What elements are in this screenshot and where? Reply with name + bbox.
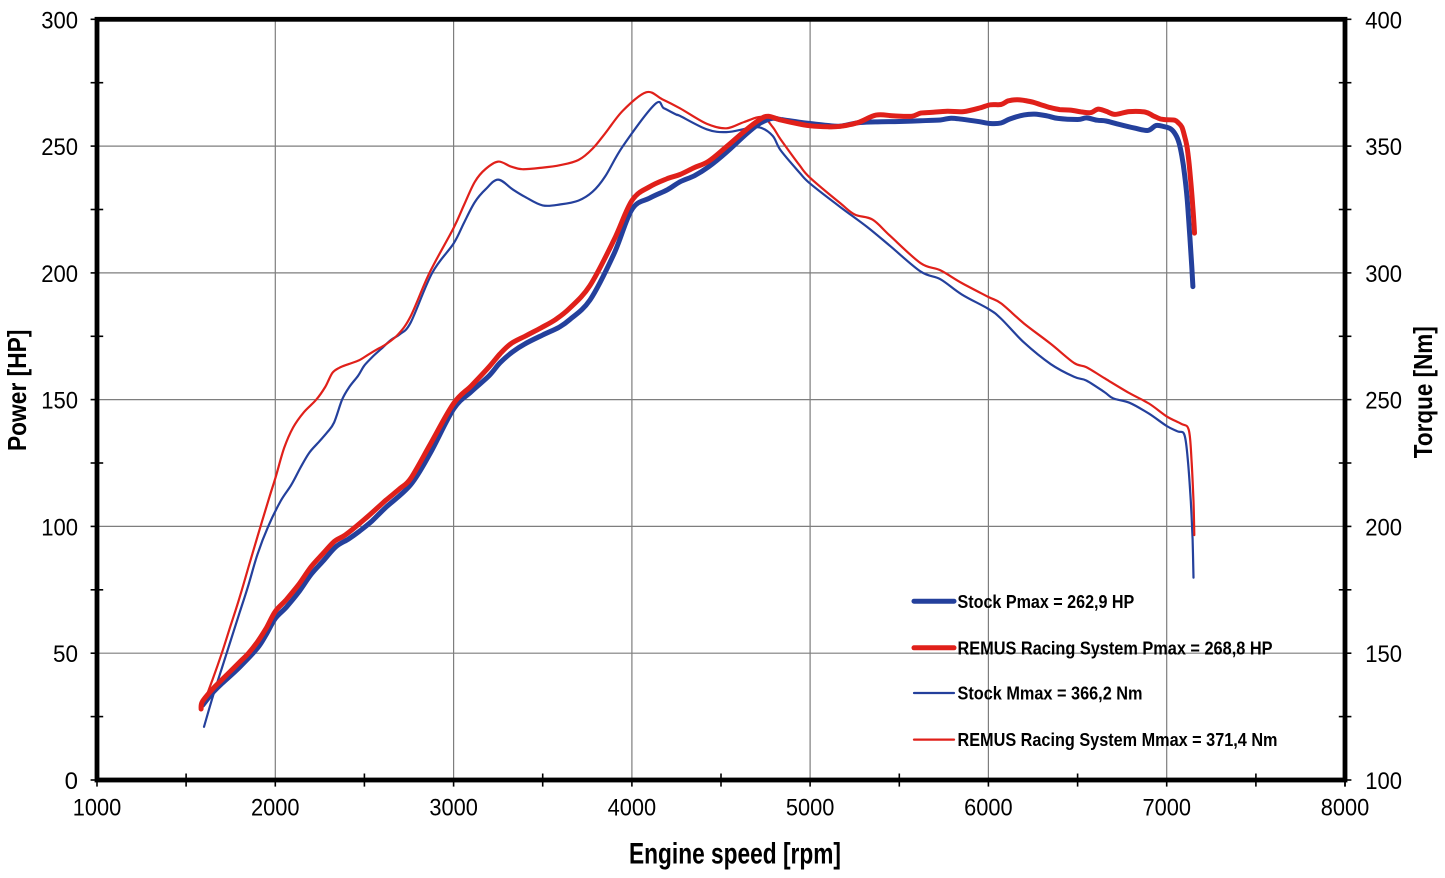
svg-text:50: 50 <box>53 641 78 668</box>
svg-text:150: 150 <box>1365 641 1402 668</box>
svg-text:250: 250 <box>41 134 78 161</box>
svg-text:400: 400 <box>1365 7 1402 34</box>
svg-text:7000: 7000 <box>1142 794 1191 821</box>
svg-text:Torque [Nm]: Torque [Nm] <box>1408 326 1438 458</box>
svg-text:Stock Mmax = 366,2 Nm: Stock Mmax = 366,2 Nm <box>958 683 1143 704</box>
svg-text:6000: 6000 <box>964 794 1013 821</box>
svg-text:4000: 4000 <box>608 794 657 821</box>
svg-text:2000: 2000 <box>251 794 300 821</box>
svg-text:5000: 5000 <box>786 794 835 821</box>
svg-text:200: 200 <box>41 261 78 288</box>
svg-text:350: 350 <box>1365 134 1402 161</box>
svg-text:REMUS Racing System Pmax = 268: REMUS Racing System Pmax = 268,8 HP <box>958 637 1273 658</box>
svg-text:Engine speed [rpm]: Engine speed [rpm] <box>629 838 841 871</box>
svg-text:250: 250 <box>1365 388 1402 415</box>
svg-text:0: 0 <box>65 768 78 795</box>
svg-text:8000: 8000 <box>1321 794 1370 821</box>
svg-text:100: 100 <box>41 514 78 541</box>
svg-text:3000: 3000 <box>429 794 478 821</box>
svg-text:REMUS Racing System Mmax = 371: REMUS Racing System Mmax = 371,4 Nm <box>958 729 1278 750</box>
svg-text:300: 300 <box>1365 261 1402 288</box>
svg-text:300: 300 <box>41 7 78 34</box>
svg-text:150: 150 <box>41 388 78 415</box>
svg-text:Power [HP]: Power [HP] <box>2 330 32 452</box>
svg-text:200: 200 <box>1365 514 1402 541</box>
svg-text:100: 100 <box>1365 768 1402 795</box>
svg-text:Stock Pmax = 262,9 HP: Stock Pmax = 262,9 HP <box>958 591 1135 612</box>
svg-text:1000: 1000 <box>73 794 122 821</box>
